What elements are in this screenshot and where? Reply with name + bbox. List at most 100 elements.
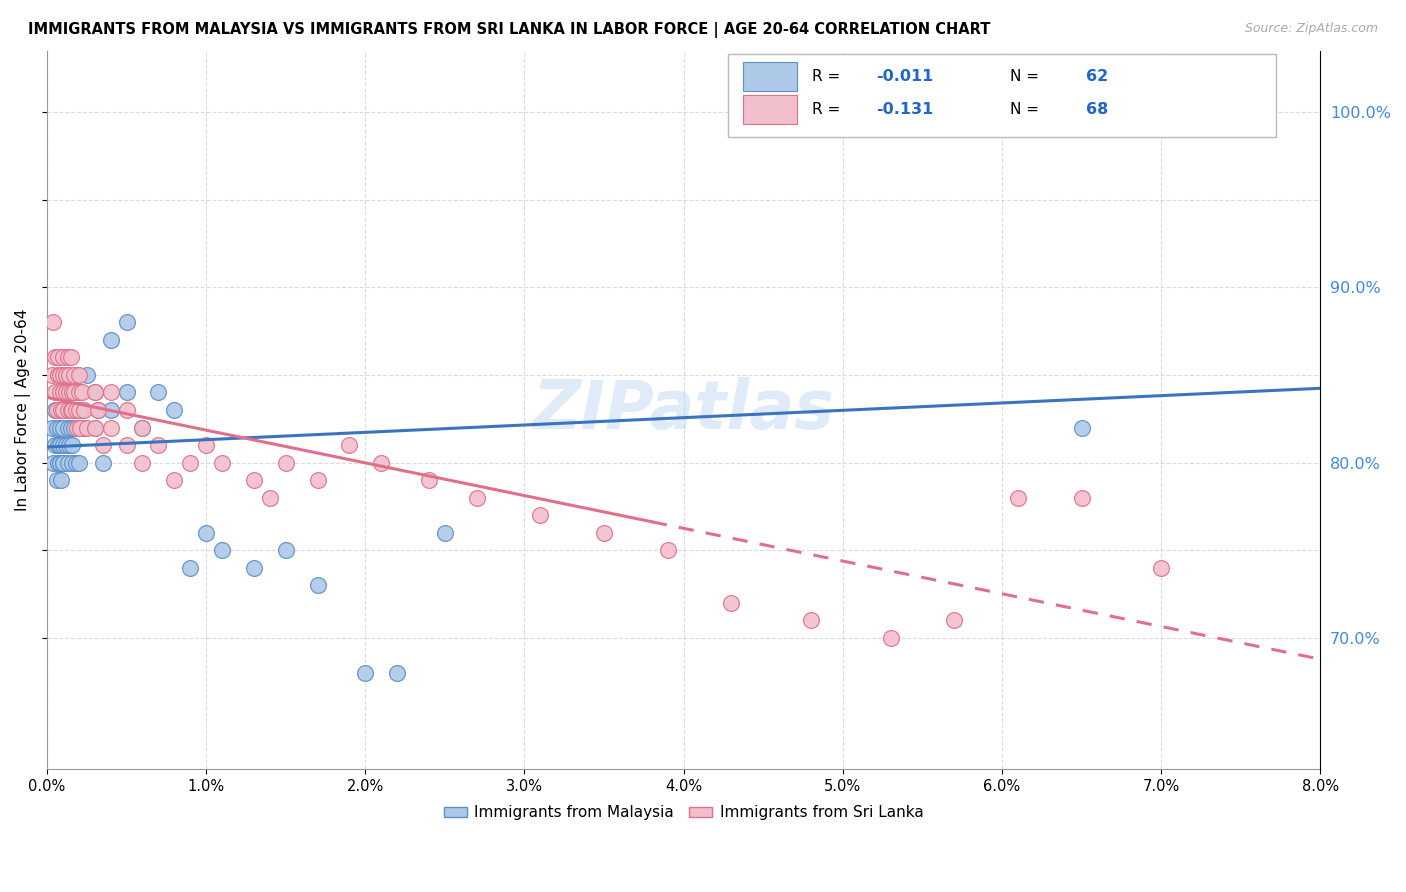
Point bbox=[1198, 105, 1220, 120]
Point bbox=[195, 525, 218, 540]
Point bbox=[1070, 420, 1092, 434]
Point bbox=[52, 456, 75, 470]
Point bbox=[62, 456, 84, 470]
Point bbox=[83, 420, 105, 434]
Point bbox=[46, 351, 69, 365]
Point bbox=[70, 385, 93, 400]
Point bbox=[69, 420, 91, 434]
Point bbox=[100, 333, 122, 347]
Legend: Immigrants from Malaysia, Immigrants from Sri Lanka: Immigrants from Malaysia, Immigrants fro… bbox=[437, 799, 929, 826]
Point bbox=[879, 631, 901, 645]
Point bbox=[41, 420, 63, 434]
FancyBboxPatch shape bbox=[728, 54, 1275, 136]
Point bbox=[52, 403, 75, 417]
Point bbox=[67, 385, 90, 400]
Point bbox=[131, 456, 153, 470]
Point bbox=[51, 403, 73, 417]
Point bbox=[48, 438, 70, 452]
Point bbox=[87, 403, 110, 417]
Point bbox=[55, 403, 77, 417]
Point bbox=[46, 438, 69, 452]
Point bbox=[48, 368, 70, 382]
Point bbox=[83, 420, 105, 434]
Point bbox=[529, 508, 551, 523]
Point bbox=[211, 543, 233, 558]
Point bbox=[51, 473, 73, 487]
Point bbox=[46, 403, 69, 417]
Point bbox=[211, 456, 233, 470]
FancyBboxPatch shape bbox=[744, 62, 797, 91]
Point bbox=[58, 438, 80, 452]
Point bbox=[720, 596, 742, 610]
Point bbox=[62, 403, 84, 417]
Point bbox=[100, 403, 122, 417]
Point bbox=[52, 438, 75, 452]
Point bbox=[52, 456, 75, 470]
Point bbox=[100, 420, 122, 434]
Text: Source: ZipAtlas.com: Source: ZipAtlas.com bbox=[1244, 22, 1378, 36]
Point bbox=[55, 438, 77, 452]
Point bbox=[46, 368, 69, 382]
Point bbox=[52, 351, 75, 365]
Point bbox=[115, 315, 138, 329]
Point bbox=[44, 438, 66, 452]
Point bbox=[52, 420, 75, 434]
Point bbox=[593, 525, 616, 540]
Point bbox=[42, 456, 65, 470]
Point bbox=[72, 403, 94, 417]
Point bbox=[44, 403, 66, 417]
Point bbox=[63, 385, 86, 400]
Point bbox=[67, 403, 90, 417]
Point bbox=[66, 420, 89, 434]
Point bbox=[56, 351, 79, 365]
Point bbox=[91, 438, 114, 452]
Point bbox=[100, 385, 122, 400]
Text: -0.131: -0.131 bbox=[876, 102, 934, 117]
Point bbox=[65, 456, 87, 470]
Point bbox=[45, 420, 67, 434]
Text: R =: R = bbox=[813, 69, 845, 84]
Point bbox=[115, 385, 138, 400]
Point bbox=[91, 456, 114, 470]
Point bbox=[72, 420, 94, 434]
Point bbox=[59, 403, 82, 417]
Point bbox=[63, 385, 86, 400]
Point bbox=[179, 456, 201, 470]
Text: N =: N = bbox=[1010, 69, 1043, 84]
Y-axis label: In Labor Force | Age 20-64: In Labor Force | Age 20-64 bbox=[15, 309, 31, 511]
Point bbox=[163, 473, 186, 487]
FancyBboxPatch shape bbox=[744, 95, 797, 124]
Point bbox=[58, 385, 80, 400]
Point bbox=[115, 403, 138, 417]
Point bbox=[307, 578, 329, 592]
Point bbox=[307, 473, 329, 487]
Point bbox=[56, 403, 79, 417]
Point bbox=[800, 613, 823, 627]
Point bbox=[42, 315, 65, 329]
Point bbox=[55, 368, 77, 382]
Point bbox=[1070, 491, 1092, 505]
Point bbox=[131, 420, 153, 434]
Point bbox=[65, 368, 87, 382]
Text: IMMIGRANTS FROM MALAYSIA VS IMMIGRANTS FROM SRI LANKA IN LABOR FORCE | AGE 20-64: IMMIGRANTS FROM MALAYSIA VS IMMIGRANTS F… bbox=[28, 22, 990, 38]
Point bbox=[195, 438, 218, 452]
Point bbox=[44, 385, 66, 400]
Point bbox=[70, 403, 93, 417]
Point bbox=[1007, 491, 1029, 505]
Point bbox=[59, 420, 82, 434]
Point bbox=[76, 368, 98, 382]
Point bbox=[62, 438, 84, 452]
Point bbox=[48, 385, 70, 400]
Point bbox=[67, 456, 90, 470]
Point bbox=[274, 456, 297, 470]
Point bbox=[115, 438, 138, 452]
Point bbox=[148, 438, 170, 452]
Point bbox=[131, 420, 153, 434]
Text: N =: N = bbox=[1010, 102, 1043, 117]
Point bbox=[59, 351, 82, 365]
Point bbox=[179, 560, 201, 574]
Point bbox=[67, 368, 90, 382]
Point bbox=[46, 456, 69, 470]
Point bbox=[657, 543, 679, 558]
Point bbox=[243, 473, 266, 487]
